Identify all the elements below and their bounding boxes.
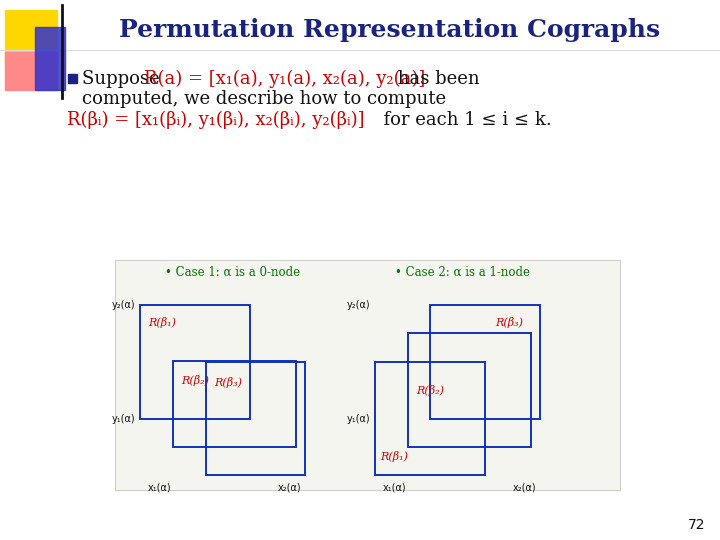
Text: • Case 1: α is a 0-node: • Case 1: α is a 0-node (165, 266, 300, 279)
Text: y₂(α): y₂(α) (112, 300, 135, 310)
Bar (408, 333, 531, 447)
Bar (206, 362, 305, 475)
Text: Suppose: Suppose (82, 70, 166, 88)
Text: for each 1 ≤ i ≤ k.: for each 1 ≤ i ≤ k. (372, 111, 552, 129)
Bar (173, 361, 296, 447)
Text: R(β₁): R(β₁) (380, 451, 408, 462)
Text: R(β₂): R(β₂) (416, 384, 444, 395)
Bar (430, 305, 540, 419)
Text: • Case 2: α is a 1-node: • Case 2: α is a 1-node (395, 266, 530, 279)
Text: R(β₃): R(β₃) (214, 376, 242, 388)
Text: R(β₁): R(β₁) (148, 318, 176, 328)
Text: computed, we describe how to compute: computed, we describe how to compute (82, 90, 446, 108)
Text: x₁(α): x₁(α) (148, 483, 172, 493)
Bar (35, 27, 65, 90)
Bar (140, 305, 250, 419)
Text: y₁(α): y₁(α) (346, 414, 370, 424)
Text: x₁(α): x₁(α) (383, 483, 407, 493)
Text: R(βᵢ) = [x₁(βᵢ), y₁(βᵢ), x₂(βᵢ), y₂(βᵢ)]: R(βᵢ) = [x₁(βᵢ), y₁(βᵢ), x₂(βᵢ), y₂(βᵢ)] (67, 111, 364, 129)
Text: R(β₂): R(β₂) (181, 375, 209, 387)
Bar (68, 74, 77, 83)
Text: R(a) = [x₁(a), y₁(a), x₂(a), y₂(a)]: R(a) = [x₁(a), y₁(a), x₂(a), y₂(a)] (144, 70, 426, 88)
Bar (375, 362, 485, 475)
Text: x₂(α): x₂(α) (278, 483, 302, 493)
Text: Permutation Representation Cographs: Permutation Representation Cographs (120, 18, 660, 42)
Text: has been: has been (392, 70, 480, 88)
Text: 72: 72 (688, 518, 705, 532)
Bar (5, 52, 57, 90)
Bar (115, 260, 620, 490)
Text: y₁(α): y₁(α) (112, 414, 135, 424)
Bar (115, 260, 620, 490)
Text: x₂(α): x₂(α) (513, 483, 537, 493)
Bar (5, 10, 57, 65)
Text: y₂(α): y₂(α) (346, 300, 370, 310)
Text: R(β₃): R(β₃) (495, 318, 523, 328)
